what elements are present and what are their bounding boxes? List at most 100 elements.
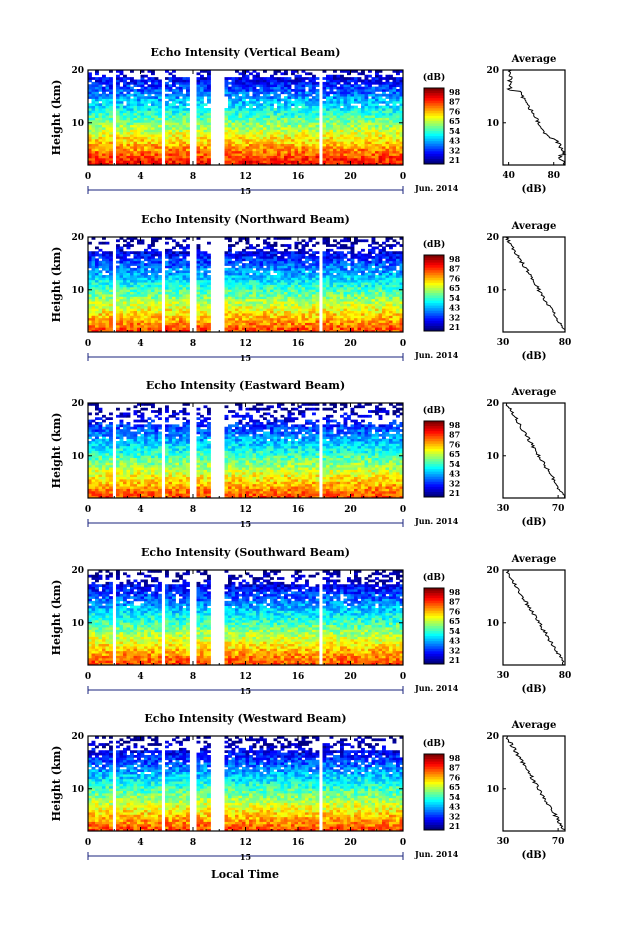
heatmap-cell [238, 122, 243, 126]
heatmap-cell [305, 291, 309, 295]
heatmap-cell [385, 157, 390, 161]
heatmap-cell [196, 79, 201, 83]
heatmap-cell [207, 294, 211, 297]
colorbar-swatch [424, 126, 444, 130]
heatmap-cell [175, 110, 180, 114]
heatmap-cell [172, 301, 176, 304]
heatmap-cell [249, 286, 253, 290]
heatmap-cell [312, 153, 316, 156]
heatmap-cell [242, 275, 246, 278]
heatmap-cell [172, 119, 176, 123]
heatmap-cell [228, 127, 232, 130]
heatmap-cell [168, 282, 173, 285]
heatmap-cell [252, 70, 257, 73]
heatmap-cell [126, 162, 131, 166]
heatmap-cell [133, 124, 138, 128]
heatmap-cell [291, 294, 295, 297]
heatmap-cell [175, 117, 180, 121]
heatmap-cell [263, 103, 267, 107]
heatmap-cell [322, 298, 327, 302]
heatmap-cell [273, 115, 278, 118]
heatmap-cell [266, 117, 271, 121]
heatmap-cell [273, 298, 278, 302]
heatmap-cell [294, 320, 299, 323]
heatmap-cell [200, 141, 204, 145]
heatmap-cell [312, 112, 316, 116]
heatmap-cell [378, 301, 383, 304]
heatmap-cell [91, 157, 96, 161]
heatmap-cell [130, 117, 134, 121]
heatmap-cell [368, 296, 372, 300]
heatmap-cell [368, 127, 372, 130]
heatmap-cell [298, 91, 302, 95]
heatmap-cell [298, 119, 302, 123]
heatmap-cell [277, 105, 281, 109]
heatmap-cell [263, 157, 267, 161]
heatmap-cell [298, 117, 302, 121]
heatmap-cell [123, 282, 127, 285]
heatmap-cell [179, 131, 183, 135]
heatmap-cell [291, 291, 295, 295]
heatmap-cell [396, 291, 400, 295]
heatmap-cell [119, 313, 124, 316]
heatmap-cell [301, 313, 306, 316]
heatmap-cell [196, 301, 201, 304]
heatmap-cell [137, 103, 141, 107]
heatmap-cell [389, 313, 393, 316]
heatmap-cell [382, 282, 386, 285]
heatmap-cell [137, 150, 141, 154]
heatmap-cell [322, 282, 327, 285]
heatmap-cell [354, 96, 358, 99]
heatmap-cell [357, 291, 362, 295]
heatmap-cell [312, 282, 316, 285]
heatmap-cell [154, 282, 159, 285]
heatmap-cell [158, 282, 162, 285]
heatmap-cell [301, 162, 306, 166]
heatmap-cell [347, 162, 351, 166]
heatmap-cell [284, 89, 288, 92]
heatmap-cell [168, 110, 173, 114]
heatmap-cell [109, 153, 113, 156]
heatmap-cell [371, 91, 376, 95]
heatmap-cell [340, 89, 344, 92]
heatmap-cell [273, 282, 278, 285]
heatmap-cell [385, 119, 390, 123]
heatmap-cell [312, 77, 316, 80]
heatmap-cell [95, 70, 99, 73]
heatmap-cell [259, 303, 264, 307]
heatmap-cell [119, 129, 124, 133]
heatmap-cell [294, 322, 299, 326]
heatmap-cell [336, 138, 341, 142]
heatmap-cell [371, 86, 376, 90]
heatmap-cell [312, 155, 316, 159]
heatmap-cell [256, 320, 260, 323]
heatmap-cell [235, 291, 239, 295]
heatmap-cell [245, 160, 250, 164]
heatmap-cell [175, 317, 180, 321]
heatmap-cell [350, 308, 355, 312]
heatmap-cell [382, 131, 386, 135]
heatmap-cell [301, 279, 306, 283]
heatmap-cell [333, 127, 337, 130]
heatmap-cell [378, 162, 383, 166]
heatmap-cell [347, 136, 351, 140]
heatmap-cell [249, 72, 253, 76]
heatmap-cell [224, 131, 229, 135]
heatmap-cell [98, 112, 103, 116]
heatmap-cell [242, 72, 246, 76]
heatmap-cell [133, 89, 138, 92]
heatmap-cell [287, 129, 292, 133]
heatmap-cell [308, 72, 313, 76]
heatmap-cell [95, 153, 99, 156]
heatmap-cell [256, 98, 260, 102]
heatmap-cell [158, 322, 162, 326]
heatmap-cell [280, 110, 285, 114]
heatmap-cell [91, 91, 96, 95]
heatmap-cell [105, 108, 110, 111]
heatmap-cell [259, 84, 264, 88]
heatmap-cell [336, 79, 341, 83]
heatmap-cell [392, 279, 397, 283]
heatmap-cell [322, 315, 327, 319]
heatmap-cell [228, 122, 232, 126]
heatmap-cell [287, 320, 292, 323]
